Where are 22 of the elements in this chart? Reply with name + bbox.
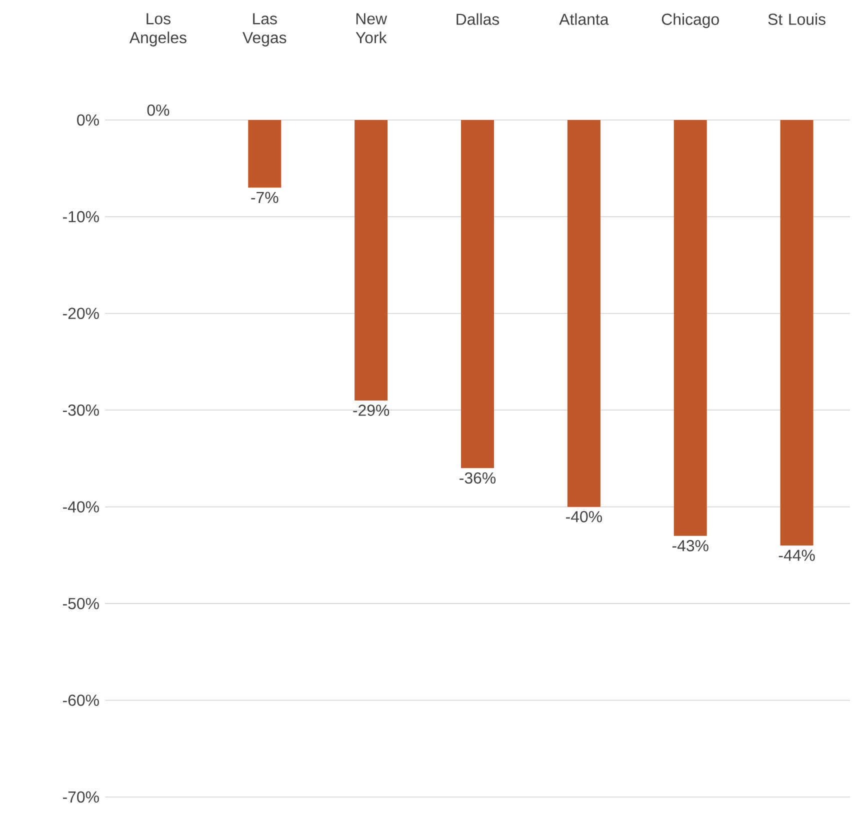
y-tick-label: -10% <box>62 211 99 222</box>
x-tick-label: Los Angeles <box>129 13 186 46</box>
x-tick-label: Las Vegas <box>242 13 286 46</box>
x-tick-label: St Louis <box>768 13 826 25</box>
data-label: -43% <box>672 540 708 552</box>
data-label: -7% <box>251 192 278 204</box>
x-tick-label: Dallas <box>456 13 500 25</box>
data-label: -40% <box>566 511 602 522</box>
y-tick-label: -20% <box>62 308 99 320</box>
data-label: -29% <box>353 404 390 416</box>
data-label: 0% <box>147 104 170 116</box>
y-tick-label: -50% <box>62 598 99 610</box>
y-tick-label: -30% <box>62 404 99 416</box>
data-label: -44% <box>778 550 815 561</box>
y-tick-label: -70% <box>62 791 99 803</box>
x-tick-label: Chicago <box>662 13 719 28</box>
y-tick-label: -60% <box>62 694 99 706</box>
x-tick-label: Atlanta <box>559 13 609 25</box>
y-tick-label: -40% <box>62 501 99 512</box>
data-label: -36% <box>460 472 496 484</box>
x-tick-label: New York <box>356 13 388 44</box>
y-tick-label: 0% <box>77 114 99 126</box>
